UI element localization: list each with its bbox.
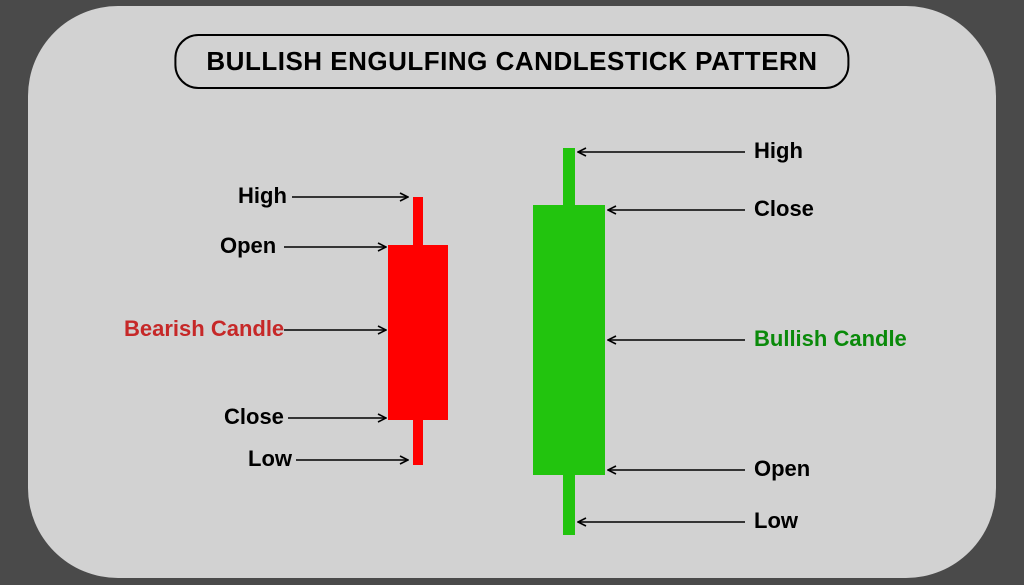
bearish-label-close: Close [224,404,284,430]
bullish-label-open: Open [754,456,810,482]
bearish-label-high: High [238,183,287,209]
bearish-label-open: Open [220,233,276,259]
bullish-label-low-text: Low [754,508,798,533]
bearish-label-high-text: High [238,183,287,208]
bearish-wick-bottom [413,420,423,465]
bearish-label-name: Bearish Candle [124,316,284,342]
bearish-label-low: Low [248,446,292,472]
bullish-label-low: Low [754,508,798,534]
diagram-svg [28,6,996,578]
bearish-label-open-text: Open [220,233,276,258]
bearish-wick-top [413,197,423,245]
bearish-label-name-text: Bearish Candle [124,316,284,341]
bullish-label-high: High [754,138,803,164]
bullish-label-name-text: Bullish Candle [754,326,907,351]
bullish-wick-bottom [563,475,575,535]
bullish-label-name: Bullish Candle [754,326,907,352]
bullish-label-open-text: Open [754,456,810,481]
bullish-label-close-text: Close [754,196,814,221]
bearish-label-low-text: Low [248,446,292,471]
bullish-label-close: Close [754,196,814,222]
bearish-label-close-text: Close [224,404,284,429]
bearish-candle-body [388,245,448,420]
card-panel: BULLISH ENGULFING CANDLESTICK PATTERN Hi… [28,6,996,578]
bullish-wick-top [563,148,575,205]
bullish-label-high-text: High [754,138,803,163]
bullish-candle-body [533,205,605,475]
